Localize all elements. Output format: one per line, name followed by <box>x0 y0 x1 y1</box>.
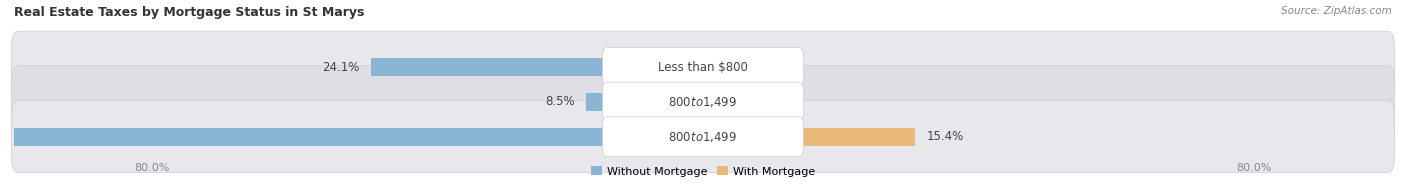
Text: 8.5%: 8.5% <box>546 95 575 108</box>
FancyBboxPatch shape <box>602 82 804 122</box>
Bar <box>703 128 915 145</box>
Bar <box>586 93 703 111</box>
FancyBboxPatch shape <box>11 66 1395 138</box>
Text: $800 to $1,499: $800 to $1,499 <box>668 95 738 109</box>
Bar <box>371 58 703 76</box>
Bar <box>0 128 703 145</box>
Text: Real Estate Taxes by Mortgage Status in St Marys: Real Estate Taxes by Mortgage Status in … <box>14 6 364 19</box>
FancyBboxPatch shape <box>11 31 1395 103</box>
Text: Source: ZipAtlas.com: Source: ZipAtlas.com <box>1281 6 1392 16</box>
Text: 24.1%: 24.1% <box>322 61 360 74</box>
Text: 3.5%: 3.5% <box>762 95 792 108</box>
Text: Less than $800: Less than $800 <box>658 61 748 74</box>
Text: 15.4%: 15.4% <box>927 130 963 143</box>
FancyBboxPatch shape <box>11 100 1395 173</box>
Legend: Without Mortgage, With Mortgage: Without Mortgage, With Mortgage <box>586 162 820 181</box>
Text: $800 to $1,499: $800 to $1,499 <box>668 130 738 143</box>
FancyBboxPatch shape <box>602 117 804 156</box>
FancyBboxPatch shape <box>602 47 804 87</box>
Bar <box>703 58 720 76</box>
Bar <box>703 93 751 111</box>
Text: 1.2%: 1.2% <box>731 61 761 74</box>
